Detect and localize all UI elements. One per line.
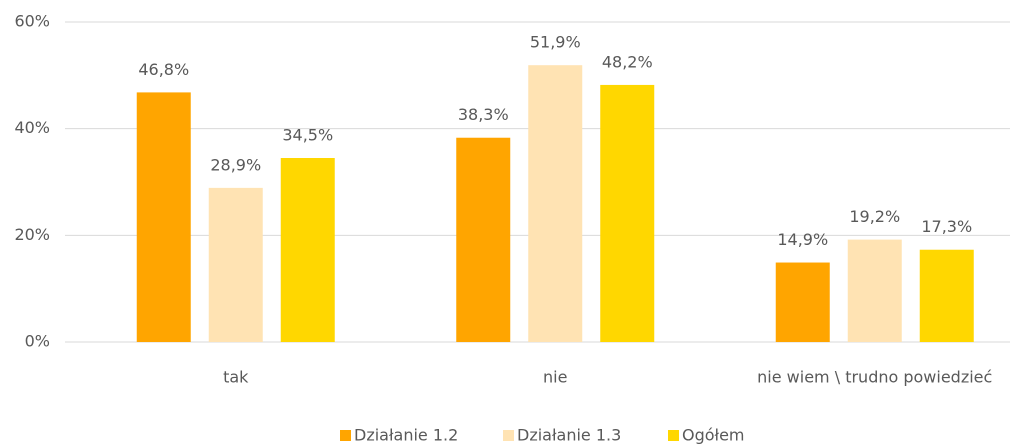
data-label: 38,3% [458, 105, 509, 124]
bar [600, 84, 655, 342]
data-label: 14,9% [777, 230, 828, 249]
bar [456, 137, 511, 342]
data-label: 19,2% [849, 207, 900, 226]
y-tick-label: 20% [14, 225, 50, 244]
bar [208, 187, 263, 342]
legend-swatch [503, 430, 514, 441]
y-tick-label: 40% [14, 118, 50, 137]
data-label: 46,8% [138, 60, 189, 79]
y-tick-label: 0% [25, 332, 50, 351]
legend-swatch [340, 430, 351, 441]
bar [847, 239, 902, 342]
legend-label: Działanie 1.3 [517, 426, 621, 445]
y-tick-label: 60% [14, 12, 50, 31]
x-tick-label: nie wiem \ trudno powiedzieć [757, 368, 992, 387]
x-tick-label: nie [543, 368, 567, 387]
bar [280, 158, 335, 342]
bar [919, 249, 974, 342]
data-label: 34,5% [282, 126, 333, 145]
data-label: 17,3% [921, 217, 972, 236]
data-label: 28,9% [210, 155, 261, 174]
bar [136, 92, 191, 343]
bar [775, 262, 830, 342]
data-label: 51,9% [530, 33, 581, 52]
x-tick-label: tak [223, 368, 249, 387]
legend-label: Ogółem [682, 426, 745, 445]
legend-swatch [668, 430, 679, 441]
legend-label: Działanie 1.2 [354, 426, 458, 445]
data-label: 48,2% [602, 52, 653, 71]
bar [528, 65, 583, 342]
